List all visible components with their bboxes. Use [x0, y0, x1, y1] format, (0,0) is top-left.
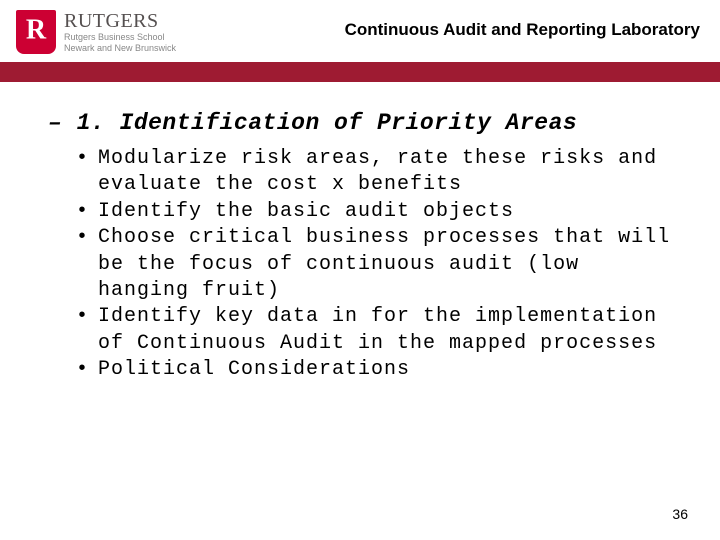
list-item: Identify key data in for the implementat…: [76, 304, 680, 357]
logo-text: RUTGERS Rutgers Business School Newark a…: [64, 11, 176, 53]
list-item: Choose critical business processes that …: [76, 225, 680, 304]
list-item: Modularize risk areas, rate these risks …: [76, 146, 680, 199]
slide-title: Continuous Audit and Reporting Laborator…: [300, 20, 700, 40]
page-number: 36: [672, 506, 688, 522]
bullet-list: Modularize risk areas, rate these risks …: [48, 146, 680, 384]
section-heading: – 1. Identification of Priority Areas: [48, 110, 680, 136]
logo-wordmark: RUTGERS: [64, 11, 176, 32]
list-item: Political Considerations: [76, 357, 680, 383]
logo-letter: R: [26, 14, 46, 46]
logo-subtitle-2: Newark and New Brunswick: [64, 44, 176, 53]
list-item: Identify the basic audit objects: [76, 199, 680, 225]
divider-bar: [0, 62, 720, 82]
logo-subtitle-1: Rutgers Business School: [64, 33, 176, 42]
rutgers-shield-icon: R: [16, 10, 56, 54]
slide-header: R RUTGERS Rutgers Business School Newark…: [0, 0, 720, 64]
logo-block: R RUTGERS Rutgers Business School Newark…: [16, 10, 176, 54]
slide-content: – 1. Identification of Priority Areas Mo…: [48, 110, 680, 384]
